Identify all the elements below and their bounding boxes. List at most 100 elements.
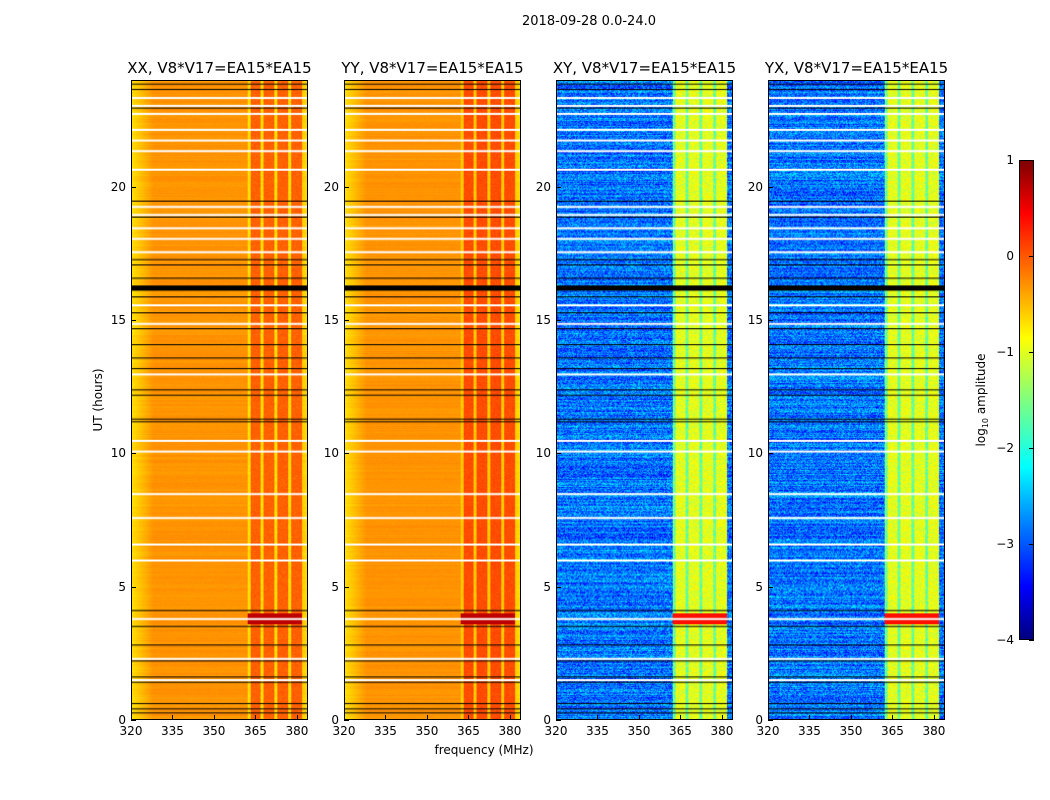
y-tick-mark — [768, 186, 773, 188]
y-tick-label: 0 — [755, 713, 763, 727]
y-axis-label: UT (hours) — [91, 368, 105, 432]
y-tick-mark — [768, 586, 773, 588]
x-tick-mark — [892, 715, 894, 720]
x-tick-mark — [385, 715, 387, 720]
x-axis-label: frequency (MHz) — [434, 743, 534, 757]
y-tick-mark — [131, 586, 136, 588]
colorbar-tick-label: −2 — [996, 441, 1014, 455]
y-tick-label: 20 — [535, 179, 551, 194]
y-tick-label: 15 — [110, 313, 126, 327]
x-tick-mark — [680, 715, 682, 720]
y-tick-label: 5 — [118, 579, 126, 594]
y-tick-label: 20 — [323, 179, 339, 194]
colorbar — [1019, 160, 1034, 640]
x-tick-mark — [721, 715, 723, 720]
heatmap-xy — [556, 80, 733, 720]
y-tick-label: 0 — [331, 713, 339, 727]
y-tick-label: 10 — [535, 446, 551, 461]
x-tick-mark — [255, 715, 257, 720]
y-tick-mark — [344, 720, 349, 721]
colorbar-tick-mark — [1029, 160, 1034, 161]
colorbar-tick-mark — [1029, 544, 1034, 545]
colorbar-tick-label: −3 — [996, 537, 1014, 551]
x-tick-label: 350 — [202, 724, 226, 738]
x-tick-mark — [597, 715, 599, 720]
x-tick-mark — [468, 715, 470, 720]
x-tick-mark — [768, 715, 769, 720]
y-tick-mark — [131, 453, 136, 455]
y-tick-label: 15 — [747, 313, 763, 327]
y-tick-label: 0 — [543, 713, 551, 727]
x-tick-label: 320 — [544, 724, 568, 738]
colorbar-label: log10 amplitude — [973, 353, 991, 447]
colorbar-tick-mark — [1029, 448, 1034, 449]
y-tick-mark — [131, 186, 136, 188]
y-tick-mark — [344, 453, 349, 455]
y-tick-label: 10 — [110, 446, 126, 461]
x-tick-mark — [850, 715, 852, 720]
y-tick-label: 5 — [755, 579, 763, 594]
y-tick-label: 20 — [747, 179, 763, 194]
x-tick-mark — [296, 715, 298, 720]
y-tick-mark — [768, 453, 773, 455]
x-tick-mark — [809, 715, 811, 720]
x-tick-mark — [344, 715, 345, 720]
x-tick-mark — [172, 715, 174, 720]
x-tick-label: 320 — [756, 724, 780, 738]
x-tick-label: 335 — [161, 724, 184, 738]
y-tick-mark — [556, 453, 561, 455]
y-tick-label: 15 — [535, 313, 551, 327]
y-tick-mark — [344, 586, 349, 588]
y-tick-label: 20 — [110, 179, 126, 194]
x-tick-label: 380 — [498, 724, 522, 738]
panel-title: YX, V8*V17=EA15*EA15 — [764, 59, 949, 77]
colorbar-tick-label: 0 — [1006, 249, 1014, 263]
x-tick-label: 335 — [798, 724, 821, 738]
x-tick-label: 380 — [922, 724, 946, 738]
colorbar-tick-mark — [1029, 640, 1034, 641]
x-tick-mark — [131, 715, 132, 720]
x-tick-label: 365 — [881, 724, 904, 738]
y-tick-mark — [556, 586, 561, 588]
heatmap-xx — [131, 80, 308, 720]
x-tick-label: 365 — [669, 724, 692, 738]
heatmap-yy — [344, 80, 521, 720]
panel-title: YY, V8*V17=EA15*EA15 — [341, 59, 524, 77]
y-tick-mark — [131, 320, 136, 321]
colorbar-tick-label: −1 — [996, 345, 1014, 359]
x-tick-label: 380 — [285, 724, 309, 738]
x-tick-label: 365 — [244, 724, 267, 738]
panel-title: XX, V8*V17=EA15*EA15 — [127, 59, 312, 77]
x-tick-mark — [933, 715, 935, 720]
x-tick-label: 365 — [457, 724, 480, 738]
colorbar-tick-mark — [1029, 352, 1034, 353]
y-tick-mark — [131, 720, 136, 721]
figure-title: 2018-09-28 0.0-24.0 — [522, 14, 656, 29]
y-tick-mark — [344, 320, 349, 321]
x-tick-mark — [426, 715, 428, 720]
y-tick-label: 15 — [323, 313, 339, 327]
y-tick-label: 0 — [118, 713, 126, 727]
colorbar-tick-label: 1 — [1006, 153, 1014, 167]
y-tick-mark — [344, 186, 349, 188]
y-tick-mark — [556, 720, 561, 721]
x-tick-label: 350 — [627, 724, 651, 738]
y-tick-label: 5 — [543, 579, 551, 594]
y-tick-label: 10 — [323, 446, 339, 461]
x-tick-mark — [213, 715, 215, 720]
x-tick-label: 350 — [839, 724, 863, 738]
y-tick-mark — [556, 320, 561, 321]
y-tick-mark — [768, 320, 773, 321]
x-tick-mark — [509, 715, 511, 720]
x-tick-mark — [556, 715, 557, 720]
y-tick-mark — [556, 186, 561, 188]
y-tick-label: 10 — [747, 446, 763, 461]
y-tick-label: 5 — [331, 579, 339, 594]
x-tick-label: 320 — [119, 724, 143, 738]
x-tick-label: 320 — [332, 724, 356, 738]
x-tick-label: 350 — [415, 724, 439, 738]
colorbar-tick-label: −4 — [996, 633, 1014, 647]
y-tick-mark — [768, 720, 773, 721]
panel-title: XY, V8*V17=EA15*EA15 — [552, 59, 737, 77]
